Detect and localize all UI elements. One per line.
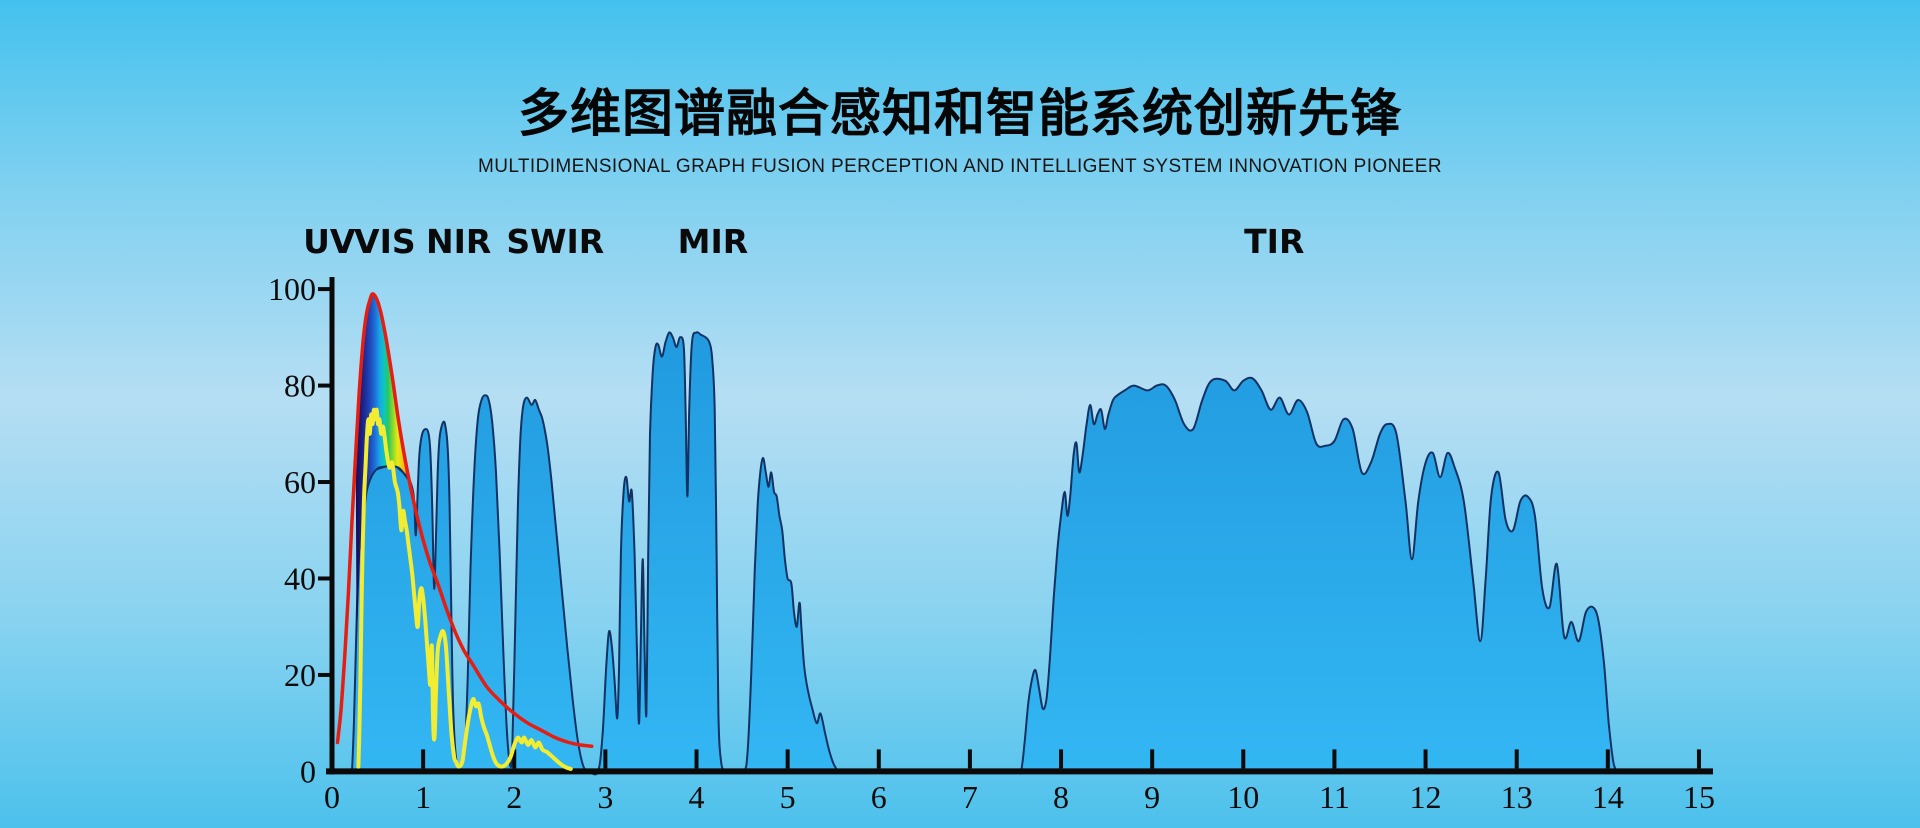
- transmission-area-path: [351, 331, 1618, 776]
- transmission-windows-area: [351, 331, 1618, 776]
- y-tick-label: 20: [284, 657, 316, 693]
- solar-irradiance-curve: [356, 407, 573, 771]
- x-tick-label: 3: [597, 779, 613, 815]
- page-subtitle: MULTIDIMENSIONAL GRAPH FUSION PERCEPTION…: [478, 156, 1442, 177]
- y-tick-label: 0: [300, 753, 316, 789]
- y-tick-label: 100: [268, 271, 316, 307]
- solar-irradiance-path: [356, 407, 573, 771]
- band-label-swir: SWIR: [506, 222, 604, 261]
- x-tick-label: 8: [1053, 779, 1069, 815]
- x-tick-label: 7: [962, 779, 978, 815]
- x-tick-label: 5: [780, 779, 796, 815]
- blackbody-curve: [335, 292, 594, 749]
- x-tick-label: 6: [871, 779, 887, 815]
- band-label-uv: UV: [303, 222, 356, 261]
- x-tick-label: 11: [1319, 779, 1350, 815]
- y-tick-label: 60: [284, 464, 316, 500]
- x-tick-label: 2: [506, 779, 522, 815]
- x-tick-label: 0: [324, 779, 340, 815]
- x-tick-label: 1: [415, 779, 431, 815]
- x-tick-label: 4: [689, 779, 705, 815]
- x-tick-label: 9: [1144, 779, 1160, 815]
- band-label-mir: MIR: [678, 222, 749, 261]
- band-label-vis: VIS: [354, 222, 416, 261]
- page-title: 多维图谱融合感知和智能系统创新先锋: [517, 85, 1402, 144]
- x-tick-label: 14: [1592, 779, 1624, 815]
- x-tick-label: 12: [1410, 779, 1442, 815]
- band-label-tir: TIR: [1244, 222, 1304, 261]
- y-tick-label: 80: [284, 368, 316, 404]
- x-tick-label: 15: [1683, 779, 1715, 815]
- x-tick-label: 13: [1501, 779, 1533, 815]
- rainbow-band-path: [355, 293, 416, 646]
- y-tick-label: 40: [284, 560, 316, 596]
- band-label-nir: NIR: [426, 222, 491, 261]
- blackbody-curve-path: [335, 292, 594, 749]
- x-tick-label: 10: [1227, 779, 1259, 815]
